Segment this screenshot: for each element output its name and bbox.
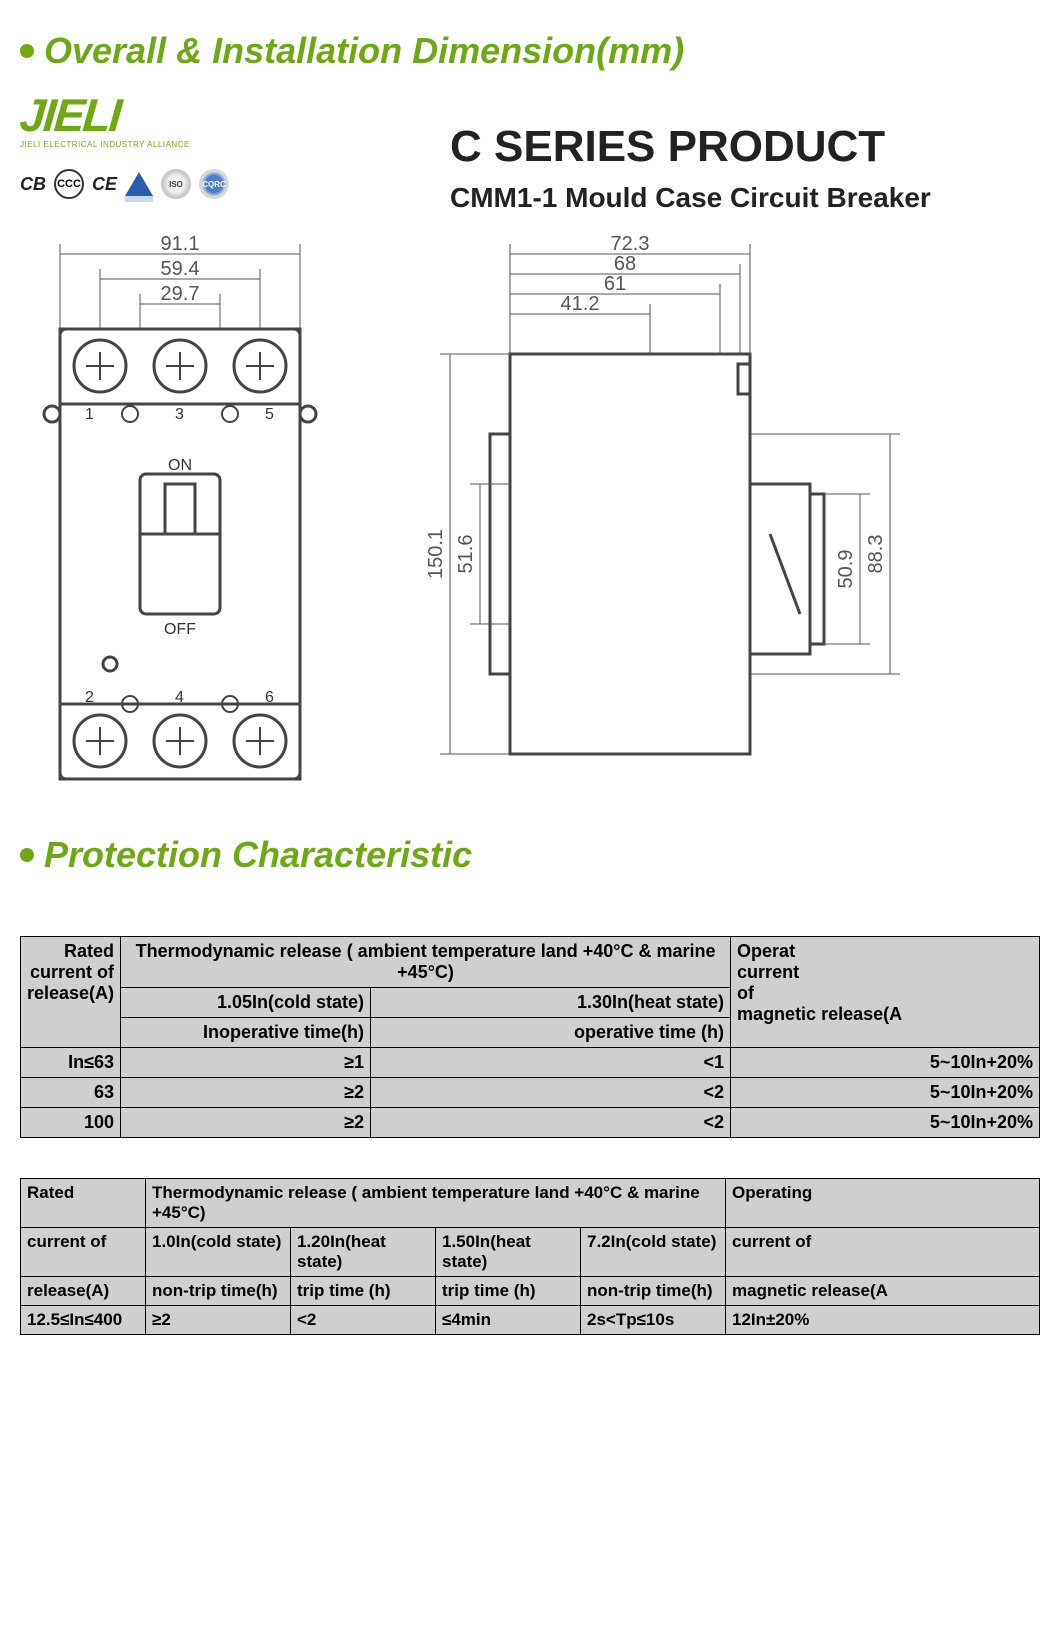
cert-ce-icon: CE: [92, 169, 117, 199]
protection-table-1: Rated current of release(A) Thermodynami…: [20, 936, 1040, 1138]
cert-cqrc-icon: CQRC: [199, 169, 229, 199]
t2-h-thermo: Thermodynamic release ( ambient temperat…: [146, 1179, 726, 1228]
t2-r-c4: 2s<Tp≤10s: [581, 1306, 726, 1335]
t2-h-rated-2: release(A): [21, 1277, 146, 1306]
dim-88.3: 88.3: [865, 535, 887, 574]
logo-block: JIELI JIELI ELECTRICAL INDUSTRY ALLIANCE…: [20, 92, 270, 199]
term-2: 2: [85, 689, 94, 706]
cert-cb-icon: CB: [20, 169, 46, 199]
header-row: JIELI JIELI ELECTRICAL INDUSTRY ALLIANCE…: [20, 92, 1040, 214]
diagram-side: 72.3 68 61 41.2 150.1: [390, 234, 910, 794]
t1-h-magnetic: Operat current of magnetic release(A: [731, 937, 1040, 1048]
t2-r-c3: ≤4min: [436, 1306, 581, 1335]
table-row: 12.5≤In≤400 ≥2 <2 ≤4min 2s<Tp≤10s 12In±2…: [21, 1306, 1040, 1335]
t1-cell: ≥2: [121, 1078, 371, 1108]
term-3: 3: [175, 406, 184, 423]
dim-61: 61: [604, 273, 626, 295]
t1-h-op: operative time (h): [371, 1018, 731, 1048]
diagrams-row: 91.1 59.4 29.7: [30, 234, 1040, 794]
t1-cell: 5~10In+20%: [731, 1108, 1040, 1138]
series-title: C SERIES PRODUCT: [450, 122, 1040, 172]
t2-r-c0: 12.5≤In≤400: [21, 1306, 146, 1335]
term-5: 5: [265, 406, 274, 423]
dim-150.1: 150.1: [425, 529, 447, 579]
dim-51.6: 51.6: [455, 535, 477, 574]
product-title: CMM1-1 Mould Case Circuit Breaker: [450, 182, 1040, 214]
t1-h-rated: Rated current of release(A): [21, 937, 121, 1048]
heading-text: Overall & Installation Dimension(mm): [44, 30, 684, 72]
off-label: OFF: [164, 621, 196, 638]
t2-s-3a: 7.2In(cold state): [581, 1228, 726, 1277]
t1-cell: In≤63: [21, 1048, 121, 1078]
cert-tuv-icon: [125, 172, 153, 196]
logo-text: JIELI: [18, 92, 272, 138]
t1-h-105: 1.05In(cold state): [121, 988, 371, 1018]
t1-cell: 63: [21, 1078, 121, 1108]
bullet-icon: [20, 848, 34, 862]
table-row: In≤63≥1<15~10In+20%: [21, 1048, 1040, 1078]
t2-h-op-1: current of: [726, 1228, 1040, 1277]
on-label: ON: [168, 457, 192, 474]
term-1: 1: [85, 406, 94, 423]
t1-cell: <1: [371, 1048, 731, 1078]
term-4: 4: [175, 689, 184, 706]
t1-h-inop: Inoperative time(h): [121, 1018, 371, 1048]
dim-29.7: 29.7: [161, 283, 200, 305]
t1-cell: ≥1: [121, 1048, 371, 1078]
t2-r-c2: <2: [291, 1306, 436, 1335]
t2-s-0b: non-trip time(h): [146, 1277, 291, 1306]
table-row: 63≥2<25~10In+20%: [21, 1078, 1040, 1108]
logo-subtext: JIELI ELECTRICAL INDUSTRY ALLIANCE: [20, 140, 270, 149]
t1-cell: 5~10In+20%: [731, 1048, 1040, 1078]
term-6: 6: [265, 689, 274, 706]
cert-iso-icon: ISO: [161, 169, 191, 199]
dim-59.4: 59.4: [161, 258, 200, 280]
t2-r-c5: 12In±20%: [726, 1306, 1040, 1335]
protection-table-2: Rated Thermodynamic release ( ambient te…: [20, 1178, 1040, 1335]
title-block: C SERIES PRODUCT CMM1-1 Mould Case Circu…: [270, 92, 1040, 214]
t2-h-op-2: magnetic release(A: [726, 1277, 1040, 1306]
t2-h-rated-1: current of: [21, 1228, 146, 1277]
t2-h-rated-0: Rated: [21, 1179, 146, 1228]
t2-r-c1: ≥2: [146, 1306, 291, 1335]
t1-h-thermo: Thermodynamic release ( ambient temperat…: [121, 937, 731, 988]
t1-cell: <2: [371, 1108, 731, 1138]
t2-s-2b: trip time (h): [436, 1277, 581, 1306]
t2-s-0a: 1.0In(cold state): [146, 1228, 291, 1277]
dim-41.2: 41.2: [561, 293, 600, 315]
section-heading-protection: Protection Characteristic: [20, 834, 1040, 876]
dim-72.3: 72.3: [611, 234, 650, 255]
t2-s-3b: non-trip time(h): [581, 1277, 726, 1306]
diagram-front: 91.1 59.4 29.7: [30, 234, 330, 794]
t2-s-1a: 1.20In(heat state): [291, 1228, 436, 1277]
table-row: 100≥2<25~10In+20%: [21, 1108, 1040, 1138]
t2-s-1b: trip time (h): [291, 1277, 436, 1306]
dim-50.9: 50.9: [835, 550, 857, 589]
t1-cell: <2: [371, 1078, 731, 1108]
heading-text: Protection Characteristic: [44, 834, 472, 876]
cert-ccc-icon: CCC: [54, 169, 84, 199]
cert-row: CB CCC CE ISO CQRC: [20, 169, 270, 199]
bullet-icon: [20, 44, 34, 58]
t1-cell: ≥2: [121, 1108, 371, 1138]
dim-68: 68: [614, 253, 636, 275]
t2-h-op-0: Operating: [726, 1179, 1040, 1228]
section-heading-dimension: Overall & Installation Dimension(mm): [20, 30, 1040, 72]
t1-h-130: 1.30In(heat state): [371, 988, 731, 1018]
t1-cell: 5~10In+20%: [731, 1078, 1040, 1108]
dim-91.1: 91.1: [161, 234, 200, 255]
t1-cell: 100: [21, 1108, 121, 1138]
t2-s-2a: 1.50In(heat state): [436, 1228, 581, 1277]
